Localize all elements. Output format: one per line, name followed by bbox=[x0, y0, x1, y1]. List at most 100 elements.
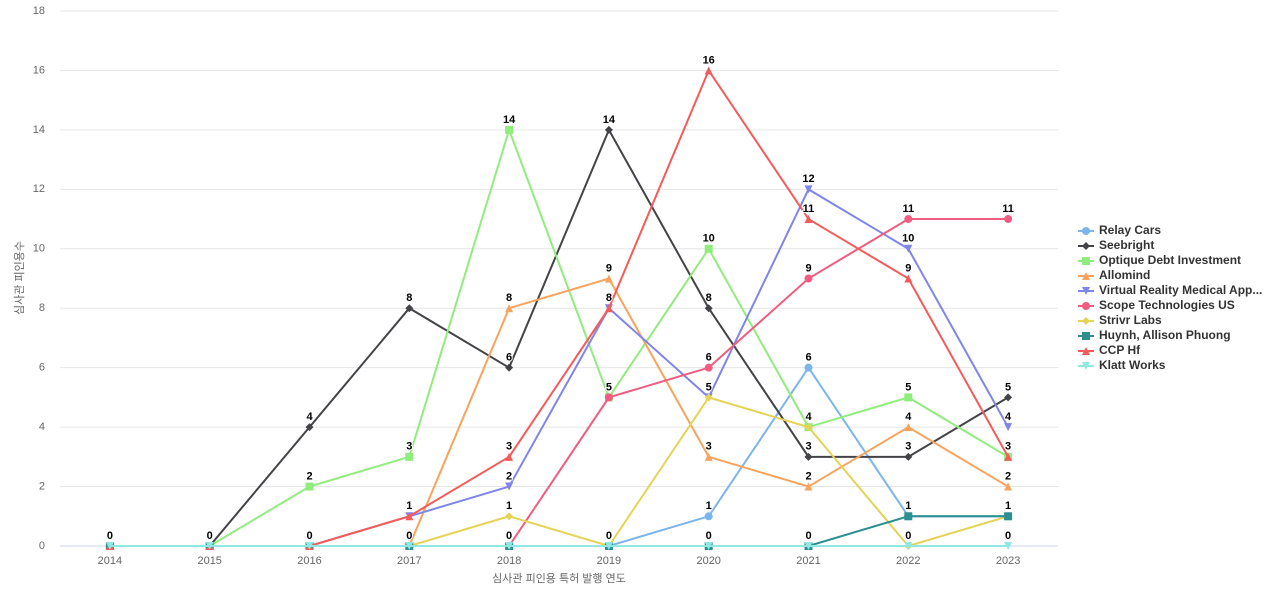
x-tick-label: 2015 bbox=[197, 555, 221, 567]
legend-item[interactable]: Scope Technologies US bbox=[1078, 298, 1235, 312]
x-tick-label: 2023 bbox=[996, 555, 1020, 567]
data-label: 11 bbox=[803, 203, 815, 215]
data-label: 0 bbox=[905, 530, 911, 542]
marker bbox=[904, 423, 913, 432]
data-label: 12 bbox=[802, 173, 814, 185]
data-label: 6 bbox=[805, 352, 811, 364]
data-label: 0 bbox=[1005, 530, 1011, 542]
marker bbox=[1004, 393, 1013, 402]
marker bbox=[1004, 512, 1013, 521]
marker bbox=[505, 304, 514, 313]
marker bbox=[704, 66, 713, 75]
legend-item[interactable]: Seebright bbox=[1078, 238, 1154, 252]
marker bbox=[1082, 302, 1090, 310]
marker bbox=[604, 304, 613, 313]
marker bbox=[1004, 542, 1013, 550]
marker bbox=[405, 304, 414, 313]
data-label: 0 bbox=[207, 530, 213, 542]
marker bbox=[1082, 257, 1090, 265]
x-tick-label: 2014 bbox=[98, 555, 122, 567]
data-label: 14 bbox=[503, 114, 516, 126]
legend-label: Virtual Reality Medical App... bbox=[1099, 283, 1262, 297]
marker bbox=[804, 423, 813, 432]
data-label: 9 bbox=[606, 262, 612, 274]
y-tick-label: 4 bbox=[39, 421, 45, 433]
x-tick-label: 2018 bbox=[497, 555, 521, 567]
data-label: 0 bbox=[606, 530, 612, 542]
marker bbox=[405, 452, 414, 461]
marker bbox=[505, 363, 514, 372]
legend-item[interactable]: Optique Debt Investment bbox=[1078, 253, 1241, 267]
marker bbox=[904, 452, 913, 461]
marker bbox=[1082, 332, 1090, 340]
legend-item[interactable]: Relay Cars bbox=[1078, 223, 1161, 237]
data-label: 0 bbox=[506, 530, 512, 542]
data-label: 4 bbox=[805, 411, 812, 423]
data-label: 9 bbox=[905, 262, 911, 274]
data-label: 8 bbox=[706, 292, 712, 304]
data-label: 0 bbox=[406, 530, 412, 542]
marker bbox=[704, 512, 713, 521]
legend-item[interactable]: CCP Hf bbox=[1078, 343, 1141, 357]
x-tick-label: 2022 bbox=[896, 555, 920, 567]
marker bbox=[604, 542, 613, 550]
marker bbox=[604, 274, 613, 283]
legend-label: Scope Technologies US bbox=[1099, 298, 1235, 312]
data-label: 9 bbox=[805, 262, 811, 274]
x-axis-title: 심사관 피인용 특허 발행 연도 bbox=[492, 572, 626, 585]
legend-label: Strivr Labs bbox=[1099, 313, 1162, 327]
legend-item[interactable]: Strivr Labs bbox=[1078, 313, 1162, 327]
marker bbox=[904, 244, 913, 253]
y-tick-label: 18 bbox=[33, 5, 45, 17]
x-tick-label: 2017 bbox=[397, 555, 421, 567]
marker bbox=[505, 512, 514, 521]
marker bbox=[505, 125, 514, 134]
data-label: 4 bbox=[1005, 411, 1012, 423]
legend-item[interactable]: Klatt Works bbox=[1078, 358, 1166, 372]
data-label: 3 bbox=[406, 441, 412, 453]
marker bbox=[305, 542, 314, 550]
marker bbox=[604, 125, 613, 134]
y-tick-label: 8 bbox=[39, 302, 45, 314]
data-label: 2 bbox=[805, 470, 811, 482]
marker bbox=[305, 423, 314, 432]
marker bbox=[505, 542, 514, 550]
data-label: 3 bbox=[506, 441, 512, 453]
marker bbox=[1004, 452, 1013, 461]
legend-label: Huynh, Allison Phuong bbox=[1099, 328, 1231, 342]
data-label: 16 bbox=[703, 54, 715, 66]
data-label: 2 bbox=[506, 470, 512, 482]
x-tick-label: 2019 bbox=[597, 555, 621, 567]
marker bbox=[1082, 242, 1090, 250]
data-label: 4 bbox=[306, 411, 313, 423]
legend-item[interactable]: Virtual Reality Medical App... bbox=[1078, 283, 1262, 297]
legend-label: Klatt Works bbox=[1099, 358, 1166, 372]
legend-label: Optique Debt Investment bbox=[1099, 253, 1241, 267]
marker bbox=[804, 274, 813, 283]
data-label: 11 bbox=[902, 203, 914, 215]
marker bbox=[305, 482, 314, 491]
legend-label: Seebright bbox=[1099, 238, 1154, 252]
data-label: 1 bbox=[1005, 500, 1011, 512]
data-label: 8 bbox=[606, 292, 612, 304]
marker bbox=[1082, 227, 1090, 235]
legend-item[interactable]: Huynh, Allison Phuong bbox=[1078, 328, 1231, 342]
marker bbox=[1082, 347, 1090, 355]
marker bbox=[904, 274, 913, 283]
y-tick-label: 2 bbox=[39, 480, 45, 492]
y-tick-label: 10 bbox=[33, 243, 45, 255]
legend-item[interactable]: Allomind bbox=[1078, 268, 1150, 282]
marker bbox=[904, 512, 913, 521]
legend-label: Allomind bbox=[1099, 268, 1150, 282]
data-label: 5 bbox=[606, 381, 612, 393]
marker bbox=[804, 542, 813, 550]
data-label: 0 bbox=[306, 530, 312, 542]
series-line bbox=[109, 127, 1009, 547]
marker bbox=[704, 363, 713, 372]
data-label: 3 bbox=[706, 441, 712, 453]
data-label: 11 bbox=[1002, 203, 1014, 215]
marker bbox=[704, 452, 713, 461]
marker bbox=[1082, 272, 1090, 280]
y-tick-label: 14 bbox=[33, 124, 45, 136]
